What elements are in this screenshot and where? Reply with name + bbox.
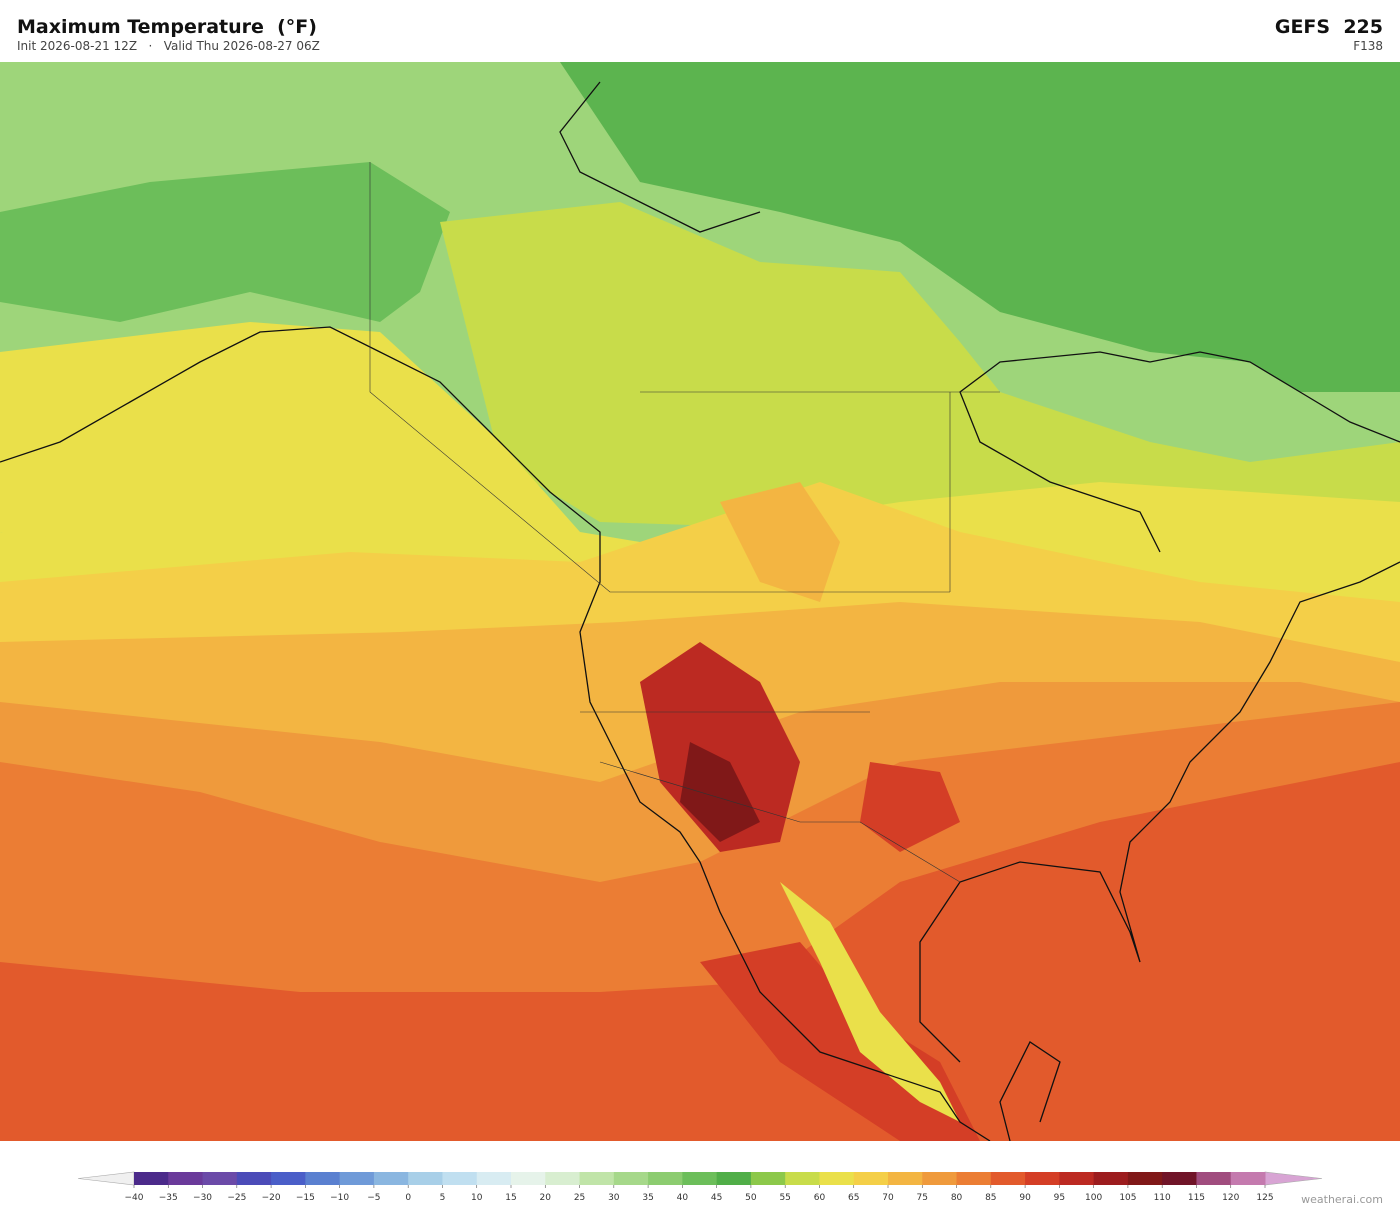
colorbar-tick-label: 70 <box>882 1193 894 1203</box>
colorbar-bin <box>613 1172 649 1185</box>
mexico-plateau <box>780 882 960 1122</box>
colorbar-bin <box>442 1172 478 1185</box>
colorbar-bin <box>956 1172 992 1185</box>
colorbar: −40 −35 −30 −25 −20 −15 −10 −5 0 5 10 15 20 25 30 35 40 4… <box>77 1171 1323 1203</box>
title: Maximum Temperature (°F) <box>17 16 317 38</box>
colorbar-tick-label: 115 <box>1188 1193 1205 1203</box>
colorbar-tick-label: 20 <box>540 1193 552 1203</box>
colorbar-bin <box>202 1172 238 1185</box>
colorbar-bin <box>1059 1172 1095 1185</box>
forecast-hour: F138 <box>1353 39 1383 53</box>
colorbar-tick-label: 15 <box>505 1193 516 1203</box>
colorbar-tick-label: 30 <box>608 1193 620 1203</box>
colorbar-tick-label: 10 <box>471 1193 483 1203</box>
colorbar-tick-label: 5 <box>440 1193 446 1203</box>
colorbar-tick-label: −35 <box>159 1193 178 1203</box>
colorbar-tick-label: 45 <box>711 1193 722 1203</box>
colorbar-bin <box>236 1172 272 1185</box>
colorbar-bin <box>785 1172 820 1185</box>
colorbar-tick-label: 95 <box>1054 1193 1065 1203</box>
model: GEFS 225 <box>1274 16 1383 38</box>
colorbar-tick-label: 65 <box>848 1193 859 1203</box>
colorbar-bin <box>1127 1172 1163 1185</box>
colorbar-tick-label: 40 <box>677 1193 689 1203</box>
colorbar-bin <box>648 1172 683 1185</box>
colorbar-tick-label: 125 <box>1256 1193 1273 1203</box>
colorbar-tick-label: 105 <box>1119 1193 1136 1203</box>
colorbar-under <box>77 1171 135 1186</box>
colorbar-bin <box>1196 1172 1232 1185</box>
colorbar-bin <box>408 1172 443 1185</box>
colorbar-tick-label: −10 <box>330 1193 349 1203</box>
hot-core <box>680 742 760 842</box>
band-85 <box>0 762 1400 1141</box>
credit: weatherai.com <box>1301 1193 1383 1206</box>
colorbar-tick-label: 110 <box>1154 1193 1171 1203</box>
colorbar-bin <box>476 1172 512 1185</box>
colorbar-bin <box>168 1172 204 1185</box>
colorbar-tick-label: −30 <box>193 1193 212 1203</box>
colorbar-bin <box>373 1172 409 1185</box>
colorbar-tick-label: 80 <box>951 1193 963 1203</box>
cold-region <box>560 62 1400 392</box>
subtitle: Init 2026-08-21 12Z · Valid Thu 2026-08-… <box>17 39 320 53</box>
hot-texas <box>860 762 960 852</box>
colorbar-tick-label: 50 <box>745 1193 757 1203</box>
colorbar-bin <box>716 1172 752 1185</box>
colorbar-bin <box>305 1172 341 1185</box>
colorbar-tick-label: −15 <box>296 1193 315 1203</box>
colorbar-bin <box>819 1172 855 1185</box>
colorbar-tick-label: 85 <box>985 1193 996 1203</box>
colorbar-bin <box>134 1172 169 1185</box>
colorbar-tick-label: 75 <box>917 1193 928 1203</box>
colorbar-tick-label: −5 <box>367 1193 380 1203</box>
colorbar-bin <box>682 1172 718 1185</box>
colorbar-bin <box>579 1172 615 1185</box>
colorbar-tick-label: −20 <box>262 1193 281 1203</box>
hot-southwest <box>640 642 800 852</box>
colorbar-bin <box>545 1172 581 1185</box>
colorbar-bin <box>271 1172 306 1185</box>
colorbar-bin <box>750 1172 786 1185</box>
colorbar-tick-label: 55 <box>779 1193 790 1203</box>
map <box>0 62 1400 1141</box>
colorbar-bin <box>1025 1172 1060 1185</box>
colorbar-tick-label: −40 <box>125 1193 144 1203</box>
alaska-region <box>0 162 450 322</box>
montana-warm <box>720 482 840 602</box>
colorbar-tick-label: 60 <box>814 1193 826 1203</box>
colorbar-tick-label: 35 <box>642 1193 653 1203</box>
colorbar-tick-label: 120 <box>1222 1193 1239 1203</box>
colorbar-tick-label: 0 <box>405 1193 411 1203</box>
colorbar-bin <box>1230 1172 1266 1185</box>
colorbar-bin <box>511 1172 546 1185</box>
colorbar-tick-label: 25 <box>574 1193 585 1203</box>
colorbar-tick-label: −25 <box>227 1193 246 1203</box>
colorbar-over <box>1264 1171 1323 1186</box>
colorbar-tick-label: 100 <box>1085 1193 1102 1203</box>
colorbar-bin <box>888 1172 923 1185</box>
colorbar-bin <box>990 1172 1026 1185</box>
colorbar-bin <box>853 1172 889 1185</box>
colorbar-tick-label: 90 <box>1019 1193 1031 1203</box>
colorbar-bin <box>922 1172 958 1185</box>
colorbar-bin <box>1093 1172 1129 1185</box>
colorbar-bin <box>1162 1172 1197 1185</box>
colorbar-bin <box>339 1172 375 1185</box>
